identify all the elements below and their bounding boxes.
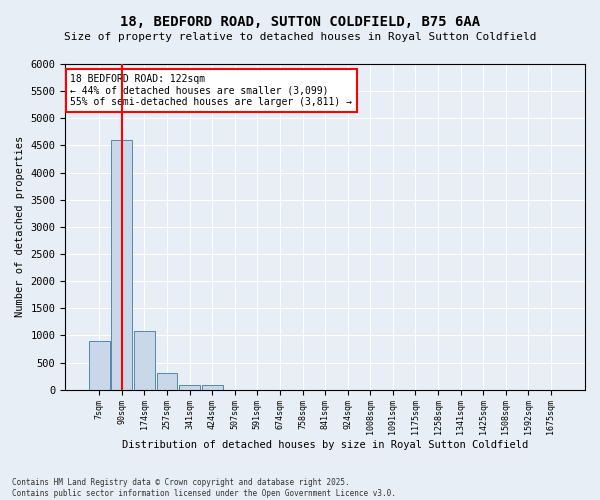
Text: 18, BEDFORD ROAD, SUTTON COLDFIELD, B75 6AA: 18, BEDFORD ROAD, SUTTON COLDFIELD, B75 …: [120, 15, 480, 29]
Bar: [202, 385, 223, 390]
Bar: [157, 374, 178, 390]
Y-axis label: Number of detached properties: Number of detached properties: [15, 136, 25, 318]
Bar: [179, 385, 200, 390]
Bar: [89, 341, 110, 390]
Text: 18 BEDFORD ROAD: 122sqm
← 44% of detached houses are smaller (3,099)
55% of semi: 18 BEDFORD ROAD: 122sqm ← 44% of detache…: [70, 74, 352, 107]
Text: Size of property relative to detached houses in Royal Sutton Coldfield: Size of property relative to detached ho…: [64, 32, 536, 42]
Bar: [134, 331, 155, 390]
Bar: [112, 140, 132, 390]
X-axis label: Distribution of detached houses by size in Royal Sutton Coldfield: Distribution of detached houses by size …: [122, 440, 528, 450]
Text: Contains HM Land Registry data © Crown copyright and database right 2025.
Contai: Contains HM Land Registry data © Crown c…: [12, 478, 396, 498]
